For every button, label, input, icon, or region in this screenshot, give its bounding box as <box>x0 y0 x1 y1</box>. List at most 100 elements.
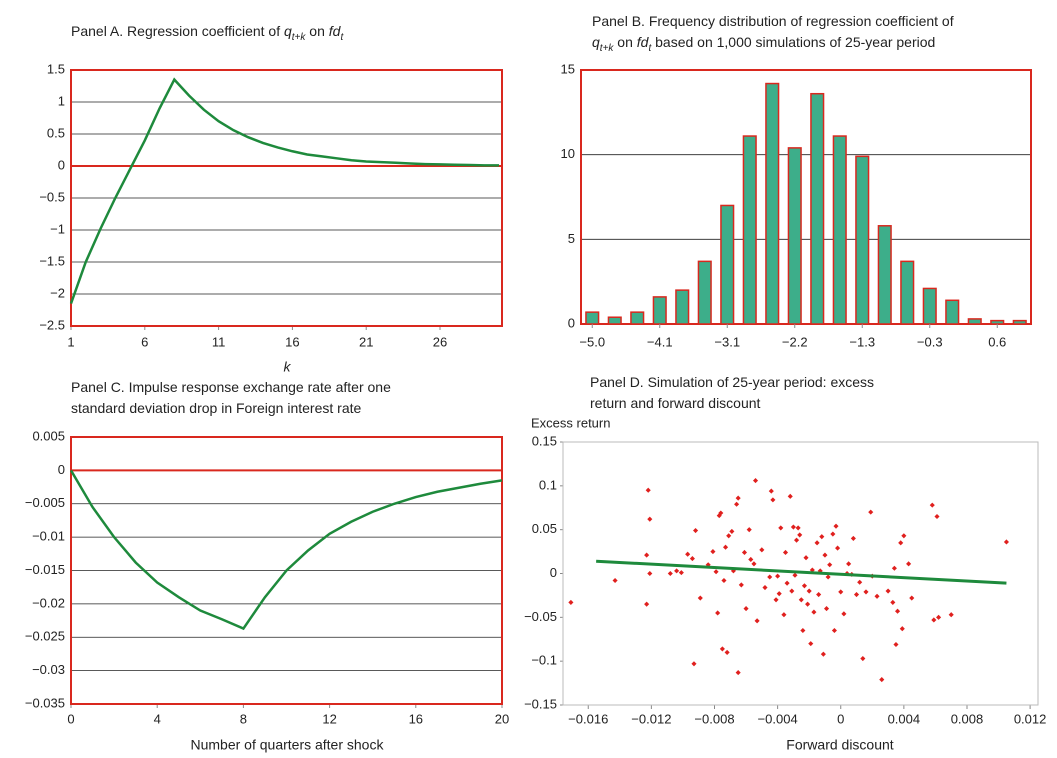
scatter-point <box>789 588 795 594</box>
scatter-point <box>808 641 814 647</box>
scatter-point <box>811 609 817 615</box>
bar <box>630 311 645 325</box>
scatter-point <box>741 549 748 556</box>
y-tick-label: 0 <box>58 462 65 477</box>
scatter-point <box>816 591 822 598</box>
title-part: t+k <box>600 43 615 54</box>
x-axis-label: Forward discount <box>786 737 893 753</box>
panel-title: Panel D. Simulation of 25-year period: e… <box>590 374 874 390</box>
scatter-point <box>667 570 673 577</box>
title-part: t <box>648 43 652 54</box>
bar <box>742 135 757 325</box>
y-tick-label: 0 <box>550 565 557 580</box>
scatter-point <box>885 588 891 594</box>
scatter-point <box>729 528 735 534</box>
scatter-point <box>803 555 809 561</box>
y-tick-label: −0.1 <box>531 653 557 668</box>
scatter-point <box>792 572 798 578</box>
scatter-point <box>906 561 912 567</box>
y-tick-label: −1 <box>50 221 65 236</box>
scatter-point <box>759 547 765 553</box>
scatter-point <box>735 670 741 676</box>
title-part: Panel A. Regression coefficient of <box>71 23 284 39</box>
title-part: q <box>284 23 292 39</box>
scatter-point <box>898 540 904 546</box>
scatter-point <box>768 488 774 494</box>
scatter-point <box>726 533 732 539</box>
x-tick-label: −1.3 <box>849 334 875 349</box>
title-part: Panel B. Frequency distribution of regre… <box>592 13 954 29</box>
scatter-point <box>891 565 897 571</box>
scatter-point <box>738 582 744 588</box>
scatter-point <box>752 478 759 484</box>
scatter-point <box>647 516 653 522</box>
scatter-point <box>948 612 954 618</box>
series-line <box>69 469 503 631</box>
y-tick-label: −0.035 <box>25 695 65 710</box>
bar <box>967 318 982 325</box>
scatter-point <box>833 523 839 529</box>
scatter-point <box>827 562 833 568</box>
scatter-point <box>838 589 844 595</box>
scatter-point <box>895 608 901 614</box>
scatter-point <box>805 601 811 607</box>
scatter-point <box>644 601 650 607</box>
scatter-point <box>721 577 727 584</box>
scatter-point <box>691 661 697 667</box>
bar <box>697 260 712 325</box>
scatter-point <box>831 627 837 634</box>
scatter-point <box>823 606 830 612</box>
x-tick-label: 6 <box>141 334 148 349</box>
scatter-point <box>830 531 836 537</box>
panel-title: qt+k on fdt based on 1,000 simulations o… <box>592 34 935 54</box>
y-tick-label: −0.015 <box>25 562 65 577</box>
bar <box>1012 319 1027 325</box>
x-tick-label: 0 <box>67 711 74 726</box>
x-axis-label: k <box>284 359 292 375</box>
bar <box>877 225 892 325</box>
plot-frame <box>562 441 1039 706</box>
scatter-point <box>754 618 760 624</box>
panel-title: Panel B. Frequency distribution of regre… <box>592 13 954 29</box>
y-tick-label: 0 <box>568 315 575 330</box>
scatter-point <box>825 574 831 580</box>
scatter-point <box>901 533 907 539</box>
panel-title: Panel A. Regression coefficient of qt+k … <box>71 23 344 43</box>
x-tick-label: 0.012 <box>1014 711 1047 726</box>
title-part: return and forward discount <box>590 395 761 411</box>
scatter-point <box>746 527 752 533</box>
scatter-point <box>863 589 869 595</box>
scatter-point <box>674 568 680 574</box>
y-tick-label: 0 <box>58 157 65 172</box>
scatter-point <box>685 551 691 557</box>
bar <box>607 316 622 325</box>
scatter-point <box>722 544 729 550</box>
plot-frame <box>580 69 1032 325</box>
scatter-point <box>868 509 874 515</box>
x-tick-label: 21 <box>359 334 373 349</box>
y-tick-label: −0.02 <box>32 595 65 610</box>
scatter-point <box>879 677 885 683</box>
title-part: t+k <box>292 32 307 43</box>
scatter-point <box>767 574 773 580</box>
scatter-point <box>710 549 716 555</box>
y-tick-label: −0.005 <box>25 495 65 510</box>
y-tick-label: −0.01 <box>32 529 65 544</box>
scatter-point <box>860 655 866 662</box>
x-tick-label: 0.004 <box>888 711 921 726</box>
scatter-point <box>568 599 574 605</box>
y-tick-label: −1.5 <box>39 253 65 268</box>
x-tick-label: −3.1 <box>714 334 740 349</box>
scatter-point <box>1003 539 1009 545</box>
scatter-point <box>822 552 828 558</box>
scatter-point <box>795 525 801 531</box>
x-tick-label: 0.6 <box>988 334 1006 349</box>
y-tick-label: −0.05 <box>524 609 557 624</box>
y-tick-label: −0.5 <box>39 189 65 204</box>
scatter-point <box>751 561 757 567</box>
y-tick-label: −0.025 <box>25 629 65 644</box>
panel-title: Panel C. Impulse response exchange rate … <box>71 379 391 395</box>
x-tick-label: 8 <box>240 711 247 726</box>
x-axis-label: Number of quarters after shock <box>191 737 385 753</box>
